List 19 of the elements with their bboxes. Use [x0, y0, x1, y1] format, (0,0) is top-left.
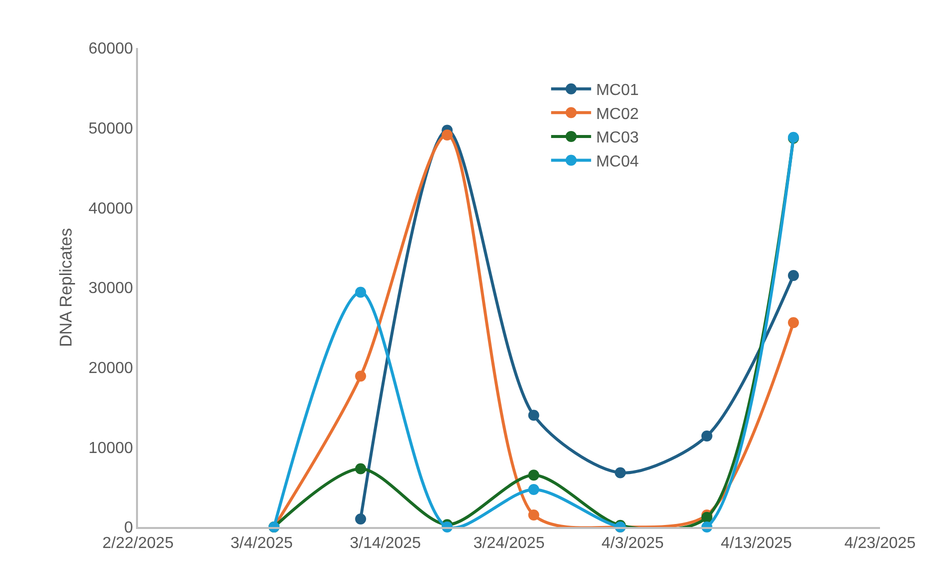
x-tick-label: 4/23/2025 [844, 534, 916, 552]
y-tick-label: 50000 [88, 120, 134, 138]
x-tick-label: 4/3/2025 [602, 534, 664, 552]
x-tick-label: 4/13/2025 [720, 534, 792, 552]
y-tick-label: 30000 [88, 280, 134, 298]
y-tick-label: 20000 [88, 360, 134, 377]
legend-label: MC02 [596, 106, 639, 123]
y-tick-label: 10000 [88, 440, 134, 457]
x-tick-label: 3/14/2025 [350, 534, 422, 552]
y-tick-label: 0 [124, 520, 134, 537]
y-axis-title: DNA Replicates [56, 228, 76, 348]
y-tick-label: 40000 [88, 200, 134, 218]
y-tick-label: 60000 [88, 40, 134, 58]
x-tick-label: 3/24/2025 [473, 534, 545, 552]
legend-label: MC04 [596, 153, 639, 170]
x-tick-label: 3/4/2025 [230, 534, 293, 552]
legend-label: MC03 [596, 130, 639, 147]
x-tick-label: 2/22/2025 [102, 534, 174, 552]
legend-label: MC01 [596, 82, 639, 100]
